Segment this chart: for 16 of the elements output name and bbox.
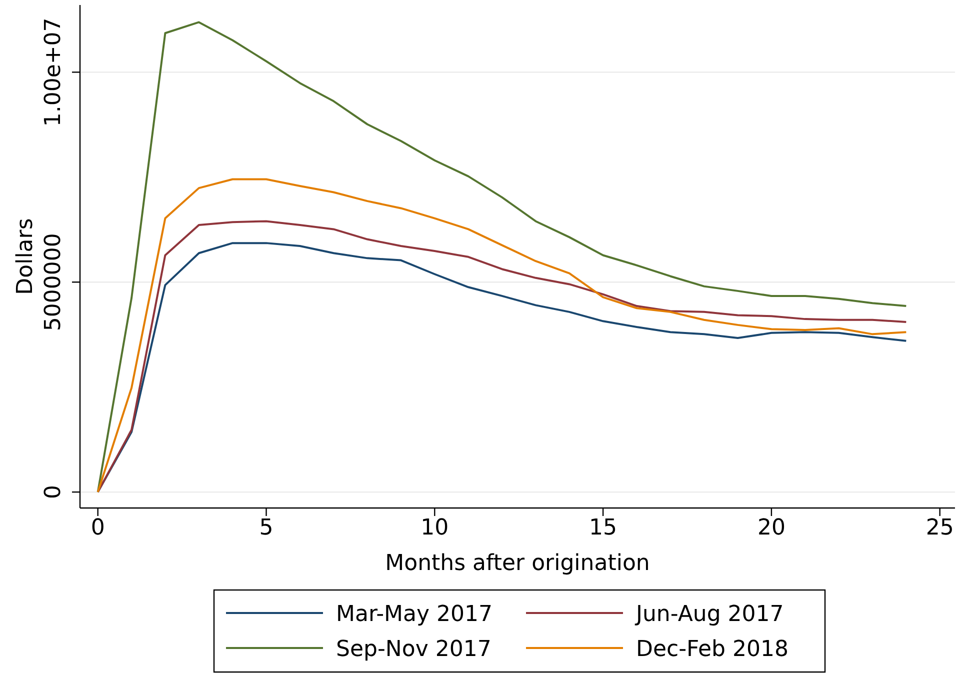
legend-label: Sep-Nov 2017 — [336, 637, 492, 662]
y-tick-label: 0 — [41, 485, 66, 500]
x-tick-label: 0 — [90, 516, 105, 541]
line-series — [96, 21, 908, 494]
y-tick-label: 1.00e+07 — [41, 18, 66, 127]
y-axis-title: Dollars — [13, 218, 38, 295]
x-tick-label: 25 — [926, 516, 954, 541]
x-tick-label: 20 — [757, 516, 786, 541]
x-tick-label: 15 — [589, 516, 618, 541]
x-tick-label: 5 — [259, 516, 274, 541]
legend-label: Jun-Aug 2017 — [634, 602, 784, 627]
legend-label: Dec-Feb 2018 — [636, 637, 788, 662]
y-tick-label: 5000000 — [41, 233, 66, 332]
x-tick-label: 10 — [420, 516, 449, 541]
x-axis-title: Months after origination — [385, 551, 650, 576]
legend-label: Mar-May 2017 — [336, 602, 493, 627]
